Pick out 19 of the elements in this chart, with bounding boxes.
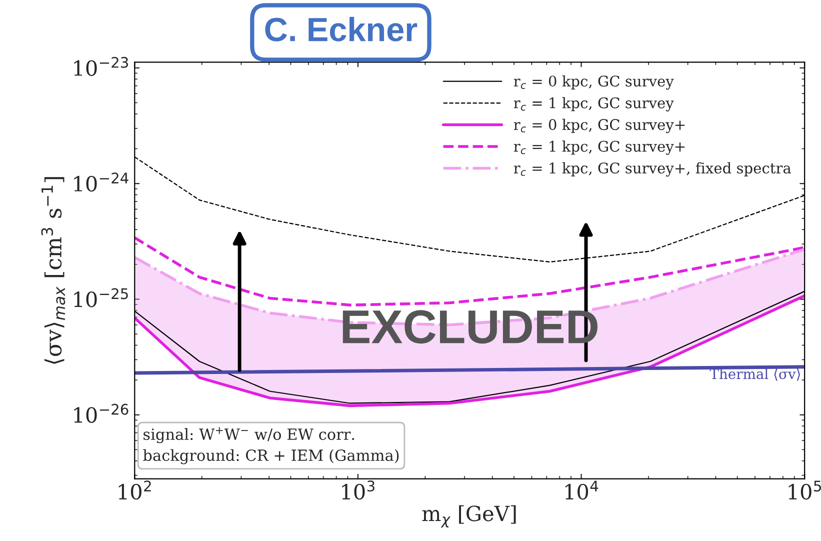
legend-label: r$_{c}$ = 1 kpc, GC survey+, fixed spectra (514, 162, 791, 177)
y-tick-label: 10$^{−26}$ (74, 404, 128, 423)
x-tick-label: 10$^{4}$ (565, 480, 598, 500)
annotation: signal: W$^{+}$W$^{−}$ w/o EW corr. (144, 427, 354, 444)
text: C. Eckner (265, 16, 418, 42)
x-tick-label: 10$^{2}$ (118, 480, 151, 500)
y-tick-label: 10$^{−23}$ (74, 56, 128, 76)
x-tick-label: 10$^{3}$ (342, 480, 374, 500)
x-axis-title: m$_{χ}$ [GeV] (422, 505, 516, 528)
y-axis-title: ⟨σv⟩$_{max}$ [cm$^{3}$ s$^{−1}$] (41, 177, 66, 364)
annotation: Thermal ⟨σv⟩ (710, 368, 800, 381)
x-tick-label: 10$^{5}$ (788, 480, 821, 500)
y-tick-label: 10$^{−24}$ (74, 172, 128, 192)
y-tick-label: 10$^{−25}$ (74, 288, 128, 308)
legend-label: r$_{c}$ = 0 kpc, GC survey (514, 75, 674, 90)
legend-label: r$_{c}$ = 0 kpc, GC survey+ (514, 118, 685, 134)
legend-label: r$_{c}$ = 1 kpc, GC survey (514, 97, 674, 112)
legend-label: r$_{c}$ = 1 kpc, GC survey+ (514, 140, 685, 155)
annotation: background: CR + IEM (Gamma) (143, 449, 399, 464)
